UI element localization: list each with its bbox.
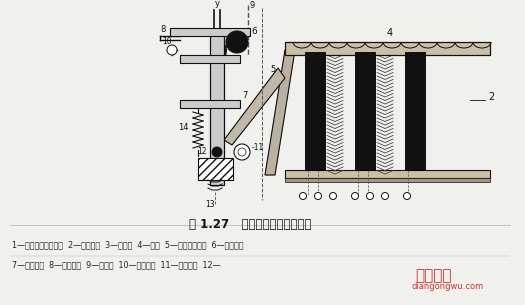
Polygon shape	[224, 68, 285, 145]
Text: 8: 8	[160, 25, 165, 34]
Bar	[180, 55, 240, 63]
Bar	[285, 170, 490, 178]
Text: 电工之屋: 电工之屋	[415, 268, 452, 283]
Circle shape	[234, 144, 250, 160]
Circle shape	[314, 192, 321, 199]
Circle shape	[382, 192, 388, 199]
Text: 7: 7	[242, 91, 247, 100]
Circle shape	[366, 192, 373, 199]
Circle shape	[404, 192, 411, 199]
Text: 图 1.27   热继电器的结构原理图: 图 1.27 热继电器的结构原理图	[189, 218, 311, 231]
Text: 5: 5	[270, 65, 275, 74]
Text: 2: 2	[488, 92, 494, 102]
Text: 4: 4	[387, 28, 393, 38]
Text: -11: -11	[252, 143, 264, 152]
Text: 1—双金属片固定支点  2—双金属片  3—热元件  4—导板  5—补偿双金属片  6—常闭触点: 1—双金属片固定支点 2—双金属片 3—热元件 4—导板 5—补偿双金属片 6—…	[12, 240, 244, 249]
Circle shape	[352, 192, 359, 199]
Circle shape	[212, 147, 222, 157]
Text: 14: 14	[178, 123, 188, 132]
Bar	[180, 100, 240, 108]
Polygon shape	[265, 50, 295, 175]
Circle shape	[167, 45, 177, 55]
Text: 10: 10	[162, 37, 172, 46]
Bar	[355, 52, 375, 170]
Bar	[170, 28, 250, 36]
Circle shape	[226, 31, 248, 53]
Text: 13: 13	[205, 200, 215, 209]
Bar	[405, 52, 425, 170]
Text: diangongwu.com: diangongwu.com	[412, 282, 484, 291]
Circle shape	[238, 148, 246, 156]
Bar	[285, 178, 490, 182]
Text: 7—常开触点  8—复位螺钉  9—动触点  10—复位按钮  11—调节旋钮  12—: 7—常开触点 8—复位螺钉 9—动触点 10—复位按钮 11—调节旋钮 12—	[12, 260, 220, 269]
Text: 6: 6	[251, 27, 257, 36]
Text: 12: 12	[197, 147, 206, 156]
Text: 9: 9	[250, 1, 255, 10]
Bar	[210, 30, 224, 185]
Circle shape	[299, 192, 307, 199]
Bar	[305, 52, 325, 170]
Polygon shape	[285, 42, 490, 55]
Text: 3: 3	[310, 156, 316, 165]
Text: y: y	[215, 0, 219, 8]
Circle shape	[330, 192, 337, 199]
Bar	[198, 158, 233, 180]
